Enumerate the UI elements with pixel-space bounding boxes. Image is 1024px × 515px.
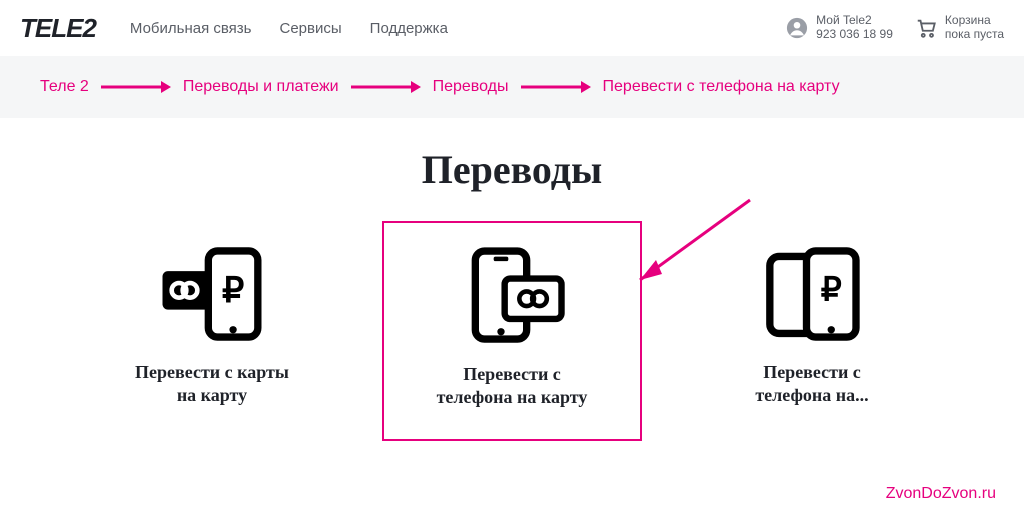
crumb-2[interactable]: Переводы и платежи bbox=[183, 78, 339, 96]
card-phone-to-card[interactable]: Перевести стелефона на карту bbox=[382, 221, 642, 441]
crumb-1[interactable]: Теле 2 bbox=[40, 78, 89, 96]
cart-status: пока пуста bbox=[945, 28, 1004, 42]
card-label: Перевести стелефона на... bbox=[755, 361, 868, 406]
page-title: Переводы bbox=[0, 146, 1024, 193]
card-to-card-icon: ₽ bbox=[157, 239, 267, 349]
arrow-icon bbox=[101, 80, 171, 94]
card-card-to-card[interactable]: ₽ Перевести с картына карту bbox=[82, 221, 342, 441]
watermark: ZvonDoZvon.ru bbox=[886, 485, 996, 503]
top-bar: TELE2 Мобильная связь Сервисы Поддержка … bbox=[0, 0, 1024, 56]
cart-icon bbox=[915, 17, 937, 39]
account-label: Мой Tele2 bbox=[816, 14, 893, 28]
svg-text:₽: ₽ bbox=[821, 270, 842, 307]
main-nav: Мобильная связь Сервисы Поддержка bbox=[130, 20, 786, 37]
nav-link-services[interactable]: Сервисы bbox=[280, 20, 342, 37]
crumb-3[interactable]: Переводы bbox=[433, 78, 509, 96]
arrow-icon bbox=[351, 80, 421, 94]
logo[interactable]: TELE2 bbox=[20, 13, 96, 44]
cart-block[interactable]: Корзина пока пуста bbox=[915, 14, 1004, 42]
nav-link-mobile[interactable]: Мобильная связь bbox=[130, 20, 252, 37]
account-block[interactable]: Мой Tele2 923 036 18 99 bbox=[786, 14, 893, 42]
account-phone: 923 036 18 99 bbox=[816, 28, 893, 42]
svg-text:₽: ₽ bbox=[222, 271, 244, 310]
avatar-icon bbox=[786, 17, 808, 39]
arrow-icon bbox=[521, 80, 591, 94]
phone-to-card-icon bbox=[457, 241, 567, 351]
cart-label: Корзина bbox=[945, 14, 1004, 28]
card-label: Перевести стелефона на карту bbox=[437, 363, 588, 408]
nav-link-support[interactable]: Поддержка bbox=[370, 20, 448, 37]
breadcrumb: Теле 2 Переводы и платежи Переводы Перев… bbox=[0, 56, 1024, 118]
card-label: Перевести с картына карту bbox=[135, 361, 289, 406]
phone-to-phone-icon: ₽ bbox=[757, 239, 867, 349]
cards-row: ₽ Перевести с картына карту Перевести ст… bbox=[0, 221, 1024, 441]
crumb-4[interactable]: Перевести с телефона на карту bbox=[603, 78, 840, 96]
card-phone-to-phone[interactable]: ₽ Перевести стелефона на... bbox=[682, 221, 942, 441]
